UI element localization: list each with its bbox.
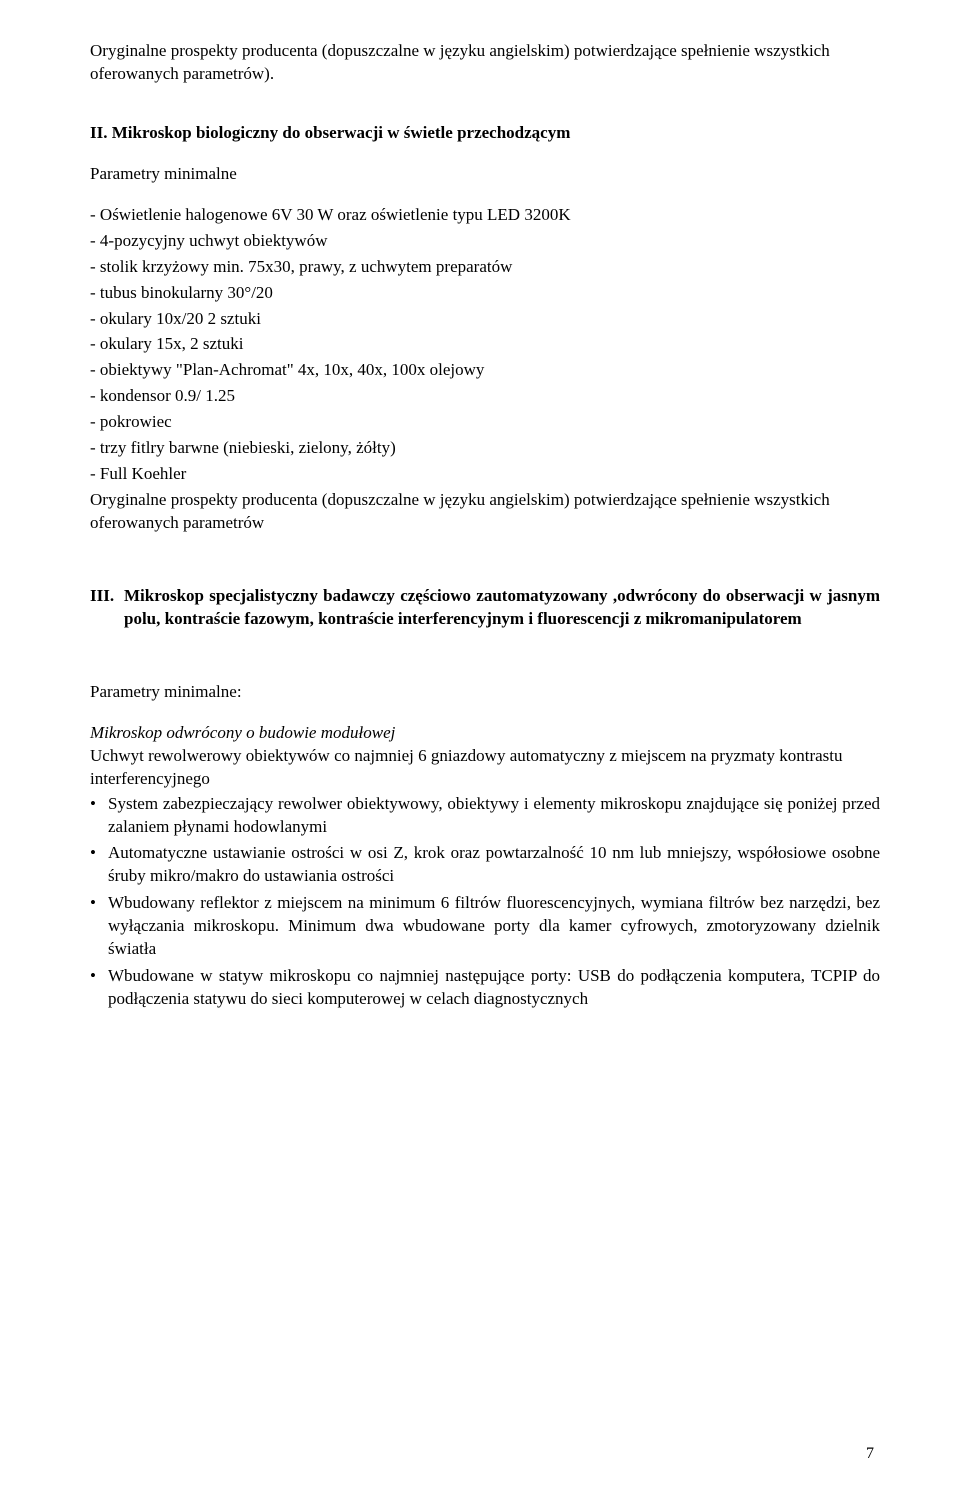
list-item: - stolik krzyżowy min. 75x30, prawy, z u… xyxy=(90,256,880,279)
section-2-header: II. Mikroskop biologiczny do obserwacji … xyxy=(90,122,880,145)
list-item: - Oświetlenie halogenowe 6V 30 W oraz oś… xyxy=(90,204,880,227)
list-item: - kondensor 0.9/ 1.25 xyxy=(90,385,880,408)
section-3-params-label: Parametry minimalne: xyxy=(90,681,880,704)
top-note: Oryginalne prospekty producenta (dopuszc… xyxy=(90,40,880,86)
section-2-params-label: Parametry minimalne xyxy=(90,163,880,186)
bullet-icon: • xyxy=(90,892,108,961)
list-item: - okulary 10x/20 2 sztuki xyxy=(90,308,880,331)
section-2-bullets: - Oświetlenie halogenowe 6V 30 W oraz oś… xyxy=(90,204,880,486)
list-item: - trzy fitlry barwne (niebieski, zielony… xyxy=(90,437,880,460)
bullet-icon: • xyxy=(90,965,108,1011)
list-item: - Full Koehler xyxy=(90,463,880,486)
list-item: - pokrowiec xyxy=(90,411,880,434)
section-3-roman: III. xyxy=(90,585,124,631)
bullet-icon: • xyxy=(90,842,108,888)
section-2-title: Mikroskop biologiczny do obserwacji w św… xyxy=(112,123,571,142)
list-item: • System zabezpieczający rewolwer obiekt… xyxy=(90,793,880,839)
section-3-title: Mikroskop specjalistyczny badawczy częśc… xyxy=(124,585,880,631)
page-number: 7 xyxy=(866,1443,874,1465)
list-item: • Wbudowane w statyw mikroskopu co najmn… xyxy=(90,965,880,1011)
section-2-roman: II. xyxy=(90,123,107,142)
list-item: - obiektywy "Plan-Achromat" 4x, 10x, 40x… xyxy=(90,359,880,382)
section-2-closing-note: Oryginalne prospekty producenta (dopuszc… xyxy=(90,489,880,535)
section-3-lead-text: Uchwyt rewolwerowy obiektywów co najmnie… xyxy=(90,745,880,791)
document-page: Oryginalne prospekty producenta (dopuszc… xyxy=(0,0,960,1487)
list-item: • Automatyczne ustawianie ostrości w osi… xyxy=(90,842,880,888)
list-item: • Wbudowany reflektor z miejscem na mini… xyxy=(90,892,880,961)
bullet-icon: • xyxy=(90,793,108,839)
section-3-header: III. Mikroskop specjalistyczny badawczy … xyxy=(90,585,880,631)
list-item: - 4-pozycyjny uchwyt obiektywów xyxy=(90,230,880,253)
section-3-italic-subhead: Mikroskop odwrócony o budowie modułowej xyxy=(90,722,880,745)
list-item: - okulary 15x, 2 sztuki xyxy=(90,333,880,356)
list-item: - tubus binokularny 30°/20 xyxy=(90,282,880,305)
section-3-dotlist: • System zabezpieczający rewolwer obiekt… xyxy=(90,793,880,1011)
